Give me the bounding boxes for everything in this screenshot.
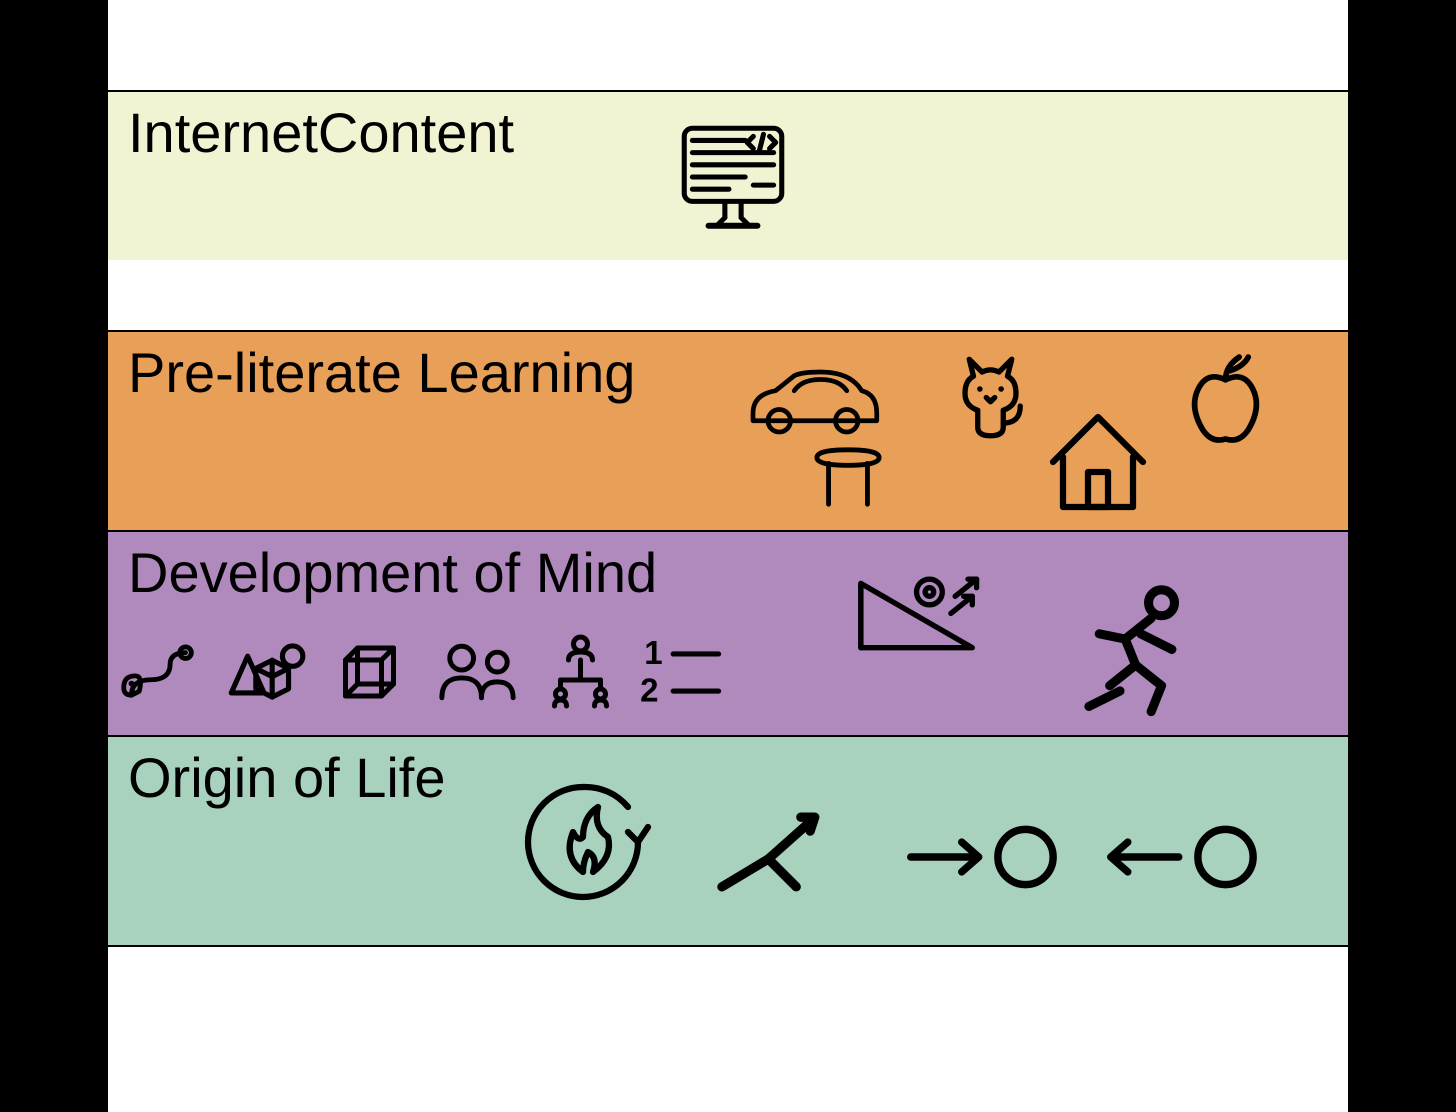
band-preliterate: Pre-literate Learning xyxy=(108,330,1348,530)
people-pair-icon xyxy=(430,637,525,707)
cube-icon xyxy=(327,632,412,712)
band-mind: Development of Mind xyxy=(108,530,1348,735)
arrow-to-circle-icon xyxy=(898,817,1068,897)
fire-cycle-icon xyxy=(508,767,658,917)
band-life: Origin of Life xyxy=(108,735,1348,945)
ramp-ball-icon xyxy=(848,552,998,662)
house-icon xyxy=(1038,402,1158,522)
apple-icon xyxy=(1178,348,1273,448)
diagram-canvas: InternetContent Pre- xyxy=(108,0,1348,1112)
band-label-mind: Development of Mind xyxy=(128,540,657,605)
band-internet: InternetContent xyxy=(108,90,1348,260)
cat-icon xyxy=(948,350,1033,445)
band-blank-bottom xyxy=(108,945,1348,1112)
arrow-from-circle-icon xyxy=(1098,817,1268,897)
band-label-preliterate: Pre-literate Learning xyxy=(128,340,635,405)
route-pin-icon xyxy=(116,637,201,707)
svg-text:1: 1 xyxy=(644,635,662,672)
band-label-internet: InternetContent xyxy=(128,100,514,165)
computer-code-icon xyxy=(668,112,798,242)
runner-icon xyxy=(1068,582,1198,722)
table-icon xyxy=(808,442,888,512)
shapes-3d-icon xyxy=(219,635,309,710)
car-icon xyxy=(738,362,888,442)
band-label-life: Origin of Life xyxy=(128,745,446,810)
branch-split-icon xyxy=(708,797,838,907)
org-tree-icon xyxy=(543,632,618,712)
svg-text:2: 2 xyxy=(640,672,658,709)
numbered-list-icon: 1 2 xyxy=(636,635,731,710)
